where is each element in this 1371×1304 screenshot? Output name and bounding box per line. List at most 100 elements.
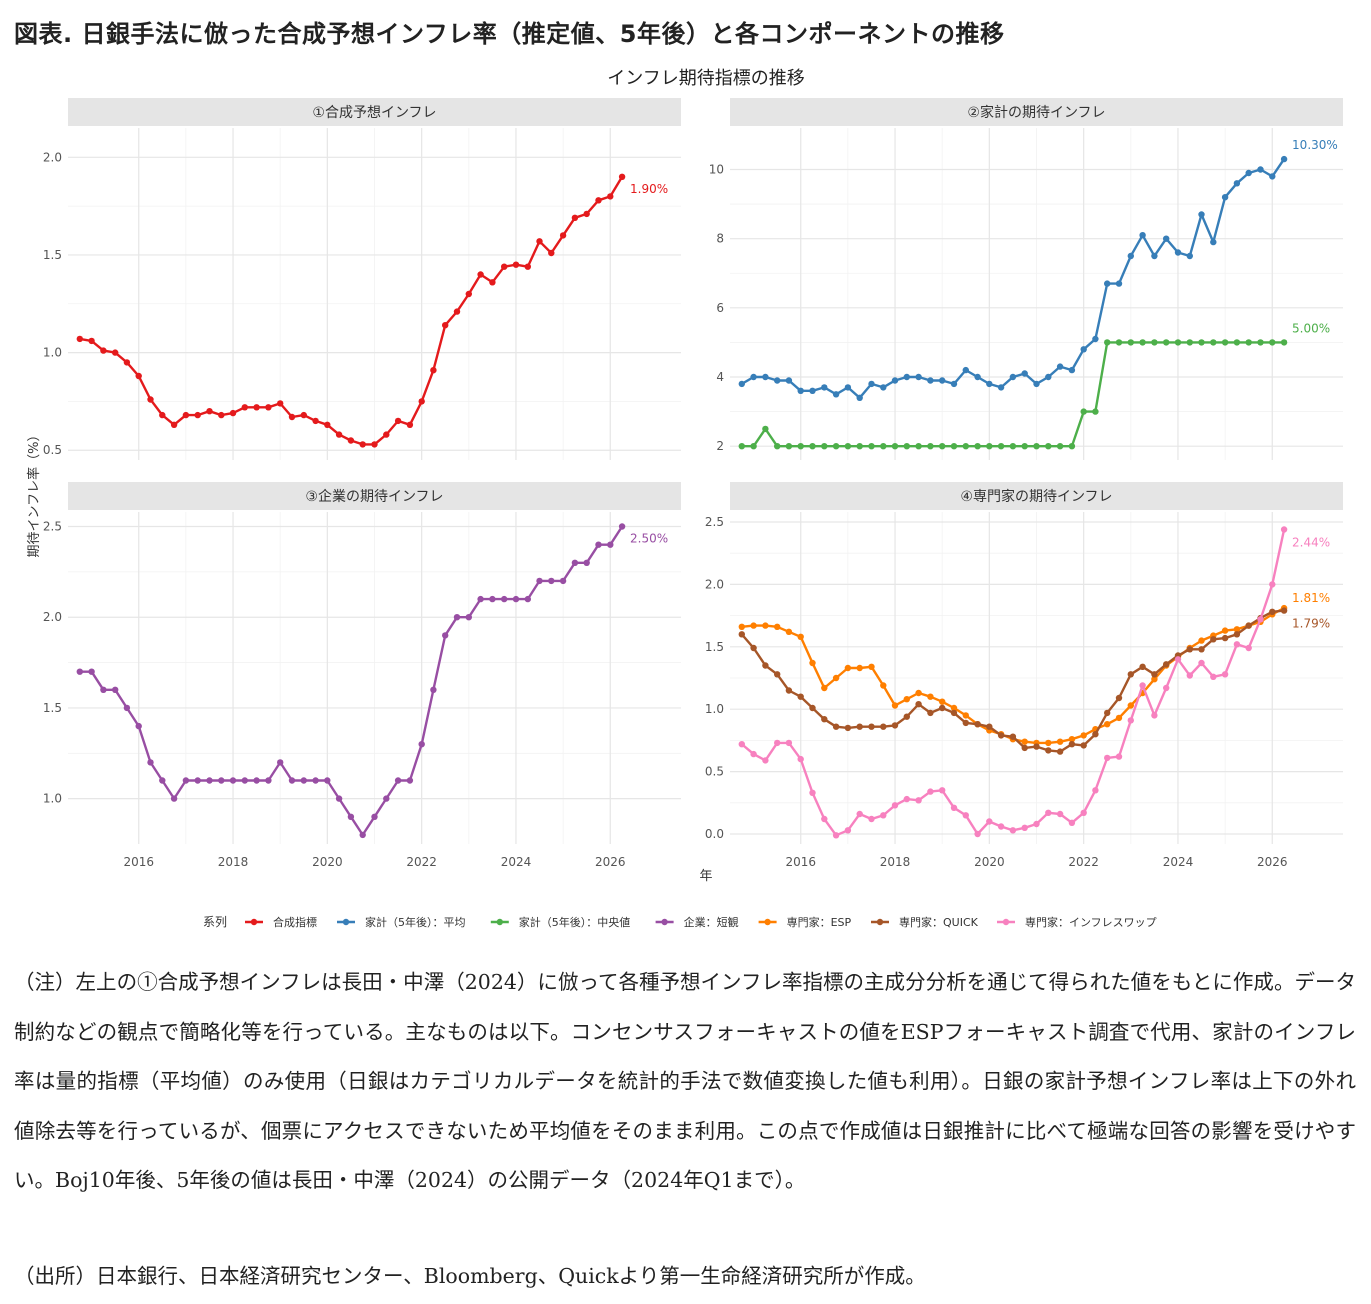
data-point	[100, 347, 107, 354]
x-tick-label: 2016	[785, 855, 816, 869]
data-point	[962, 812, 969, 819]
data-point	[1092, 335, 1099, 343]
data-point	[915, 443, 922, 450]
data-point	[832, 723, 840, 730]
data-point	[442, 632, 449, 639]
data-point	[1151, 252, 1158, 260]
panel-3: ③企業の期待インフレ 1.0 1.5 2.0 2.5 2016 2018 2020 2022 20…	[43, 482, 681, 869]
panel-title: ①合成予想インフレ	[312, 105, 436, 121]
data-point	[1127, 339, 1135, 346]
data-point	[915, 701, 922, 708]
end-label: 1.79%	[1292, 617, 1330, 631]
data-point	[950, 380, 958, 388]
data-point	[571, 559, 579, 566]
data-point	[100, 686, 107, 693]
end-label: 1.90%	[630, 182, 668, 196]
legend-title: 系列	[203, 915, 227, 929]
y-tick-label: 1.0	[43, 792, 62, 806]
data-point	[1186, 339, 1194, 346]
data-point	[335, 795, 343, 802]
data-point	[536, 577, 543, 585]
data-point	[844, 443, 852, 450]
data-point	[1139, 682, 1146, 689]
data-point	[1045, 747, 1052, 754]
panels: ①合成予想インフレ 0.5 1.0 1.5 2.0 1.90% ②家計の期待インフレ 2 4 6 8…	[43, 98, 1343, 869]
data-point	[135, 372, 142, 380]
data-point	[986, 723, 993, 730]
data-point	[844, 827, 852, 834]
data-point	[1009, 827, 1017, 834]
data-point	[1104, 721, 1111, 728]
data-point	[880, 723, 887, 730]
data-point	[785, 628, 793, 635]
data-point	[1104, 754, 1111, 762]
data-point	[1104, 709, 1111, 717]
data-point	[1056, 748, 1064, 755]
data-point	[206, 408, 213, 415]
data-point	[762, 425, 769, 433]
data-point	[856, 443, 863, 450]
data-point	[76, 335, 84, 343]
data-point	[1045, 739, 1052, 747]
data-point	[1115, 339, 1123, 346]
series-line	[79, 525, 624, 837]
series-専門家：インフレスワップ: 2.44%	[738, 526, 1330, 839]
legend-label: 専門家：インフレスワップ	[1025, 915, 1157, 929]
y-tick-label: 2.0	[43, 150, 62, 164]
data-point	[891, 702, 899, 709]
x-tick-label: 2024	[501, 855, 532, 869]
legend-label: 専門家：ESP	[787, 915, 852, 929]
data-point	[1092, 731, 1099, 738]
data-point	[394, 777, 402, 784]
y-tick-label: 6	[716, 301, 724, 315]
data-point	[607, 541, 614, 548]
data-point	[1163, 339, 1170, 346]
data-point	[903, 696, 910, 703]
data-point	[147, 396, 154, 403]
y-tick-label: 4	[716, 370, 724, 384]
data-point	[1080, 732, 1087, 739]
x-tick-label: 2026	[1257, 855, 1288, 869]
data-point	[312, 417, 319, 425]
data-point	[997, 384, 1005, 391]
data-point	[430, 686, 437, 693]
panel-strip	[68, 98, 681, 126]
data-point	[559, 577, 567, 585]
data-point	[159, 777, 166, 784]
data-point	[1021, 370, 1028, 377]
data-point	[1280, 339, 1288, 346]
end-label: 2.50%	[630, 532, 668, 546]
data-point	[465, 614, 472, 621]
panel-strip	[730, 482, 1343, 510]
data-point	[809, 704, 816, 712]
data-point	[880, 682, 887, 689]
legend-label: 企業：短観	[684, 915, 739, 929]
data-point	[1221, 671, 1229, 678]
data-point	[1198, 339, 1205, 346]
data-point	[832, 391, 840, 398]
panel-4: ④専門家の期待インフレ 0.0 0.5 1.0 1.5 2.0 2.5 2016 2018 202…	[705, 482, 1343, 869]
data-point	[797, 755, 804, 763]
data-point	[1245, 622, 1252, 629]
data-point	[1092, 408, 1099, 415]
data-point	[1280, 607, 1288, 614]
data-point	[950, 704, 958, 712]
data-point	[785, 443, 793, 450]
data-point	[1033, 443, 1040, 450]
data-point	[997, 732, 1005, 739]
series-家計（5年後）：中央値: 5.00%	[738, 321, 1330, 450]
data-point	[750, 443, 757, 450]
figure-title: 図表. 日銀手法に倣った合成予想インフレ率（推定値、5年後）と各コンポーネントの…	[14, 20, 1005, 48]
data-point	[1139, 663, 1146, 670]
legend-swatch-dot	[342, 918, 350, 926]
data-point	[229, 409, 237, 417]
data-point	[1210, 339, 1217, 346]
data-point	[997, 443, 1005, 450]
data-point	[738, 741, 745, 748]
data-point	[891, 443, 899, 450]
data-point	[880, 384, 887, 391]
data-point	[880, 812, 887, 819]
end-label: 2.44%	[1292, 535, 1330, 549]
data-point	[1009, 443, 1017, 450]
data-point	[1092, 787, 1099, 794]
